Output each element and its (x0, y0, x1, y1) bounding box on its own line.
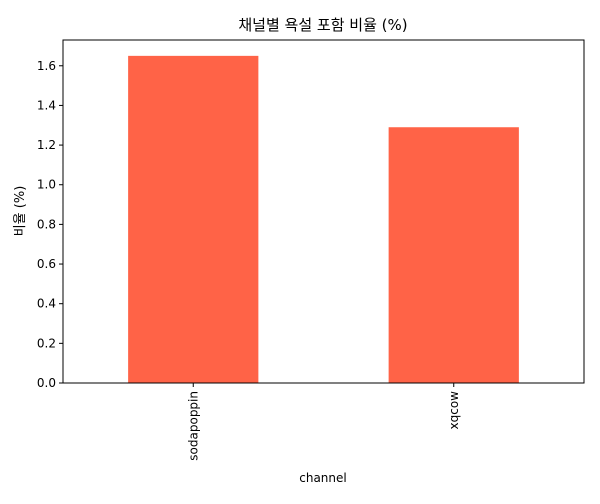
plot-area (62, 39, 585, 384)
y-tick-label: 0.8 (37, 217, 56, 231)
x-tick-label: xqcow (447, 391, 461, 430)
y-tick-label: 0.0 (37, 376, 56, 390)
y-tick-label: 1.6 (37, 59, 56, 73)
chart-title: 채널별 욕설 포함 비율 (%) (238, 16, 407, 34)
y-tick-label: 1.4 (37, 98, 56, 112)
y-axis: 0.0 0.2 0.4 0.6 0.8 1.0 1.2 1.4 1.6 (37, 59, 63, 390)
plot-frame (62, 39, 585, 384)
y-tick-label: 1.2 (37, 138, 56, 152)
bar-sodapoppin (128, 55, 259, 384)
y-tick-label: 0.2 (37, 336, 56, 350)
y-tick-label: 0.6 (37, 257, 56, 271)
y-tick-label: 0.4 (37, 297, 56, 311)
y-tick-label: 1.0 (37, 178, 56, 192)
x-tick-label: sodapoppin (186, 391, 200, 461)
x-axis-label: channel (299, 471, 346, 485)
bar-xqcow (388, 127, 519, 383)
x-axis: sodapoppin xqcow (186, 383, 461, 461)
y-axis-label: 비율 (%) (13, 186, 28, 237)
